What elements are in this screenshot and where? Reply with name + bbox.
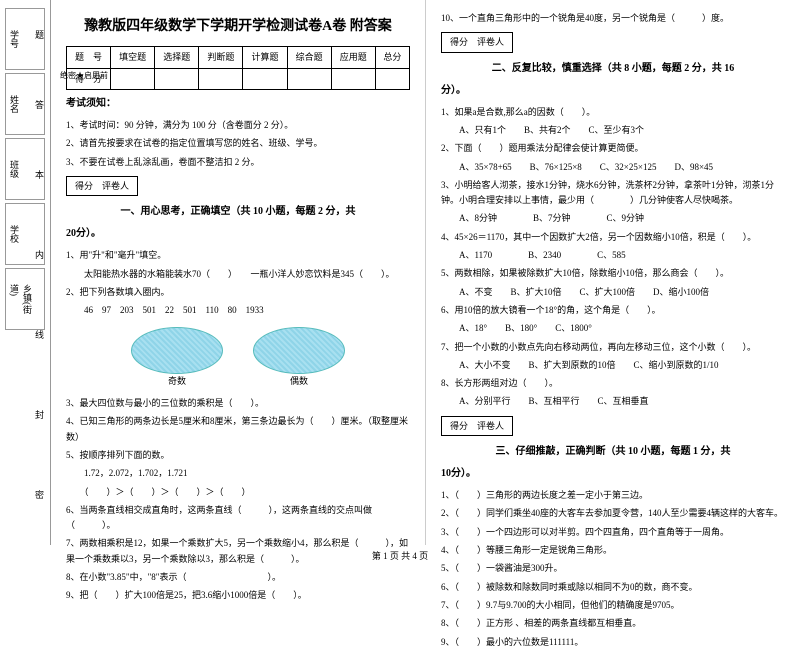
question: 3、小明给客人沏茶，接水1分钟，烧水6分钟，洗茶杯2分钟，拿茶叶1分钟，沏茶1分… [441, 178, 785, 209]
oval-label: 奇数 [131, 374, 223, 388]
th: 综合题 [287, 47, 331, 68]
th: 填空题 [111, 47, 155, 68]
section-1-pts: 20分）。 [66, 226, 410, 242]
question: 4、45×26＝1170，其中一个因数扩大2倍，另一个因数缩小10倍，积是（ ）… [441, 230, 785, 245]
question: 4、已知三角形的两条边长是5厘米和8厘米，第三条边最长为（ ）厘米。（取整厘米数… [66, 414, 410, 445]
section-3-pts: 10分）。 [441, 466, 785, 482]
scorer-box: 得分 评卷人 [441, 32, 513, 52]
question: 2、（ ）同学们乘坐40座的大客车去参加夏令营，140人至少需要4辆这样的大客车… [441, 506, 785, 521]
oval-even [253, 327, 345, 374]
td[interactable] [287, 68, 331, 89]
left-column: 绝密★启用前 豫教版四年级数学下学期开学检测试卷A卷 附答案 题 号 填空题 选… [51, 0, 426, 545]
td[interactable] [199, 68, 243, 89]
th: 题 号 [67, 47, 111, 68]
oval-label: 偶数 [253, 374, 345, 388]
notice-heading: 考试须知： [66, 96, 410, 112]
oval-odd [131, 327, 223, 374]
question: 1、如果a是合数,那么a的因数（ ）。 [441, 105, 785, 120]
section-2-title: 二、反复比较，慎重选择（共 8 小题，每题 2 分，共 16 [441, 61, 785, 77]
field-label: 学号 [8, 30, 21, 48]
question: 6、用10倍的放大镜看一个18°的角，这个角是（ ）。 [441, 303, 785, 318]
seal-text: 封 [33, 410, 46, 419]
question: 9、（ ）最小的六位数是111111。 [441, 635, 785, 650]
scorer-box: 得分 评卷人 [441, 416, 513, 436]
th: 总分 [375, 47, 409, 68]
question: 7、把一个小数的小数点先向右移动两位，再向左移动三位，这个小数（ ）。 [441, 340, 785, 355]
seal-text: 线 [33, 330, 46, 339]
binding-field[interactable]: 学号 [5, 8, 45, 70]
td[interactable] [331, 68, 375, 89]
question: 6、当两条直线相交成直角时，这两条直线（ ），这两条直线的交点叫做（ ）。 [66, 503, 410, 534]
question: 7、（ ）9.7与9.700的大小相同，但他们的精确度是9705。 [441, 598, 785, 613]
seal-text: 密 [33, 490, 46, 499]
options: A、35×78+65 B、76×125×8 C、32×25×125 D、98×4… [441, 160, 785, 175]
question: 5、按顺序排列下面的数。 [66, 448, 410, 463]
field-label: 姓名 [8, 95, 21, 113]
classification: 绝密★启用前 [60, 70, 108, 83]
seal-text: 答 [33, 100, 46, 109]
seal-text: 本 [33, 170, 46, 179]
field-label: 学校 [8, 225, 21, 243]
venn-ovals: 奇数 偶数 [66, 327, 410, 388]
th: 选择题 [155, 47, 199, 68]
section-2-pts: 分）。 [441, 83, 785, 99]
th: 判断题 [199, 47, 243, 68]
question: 10、一个直角三角形中的一个锐角是40度，另一个锐角是（ ）度。 [441, 11, 785, 26]
seal-text: 题 [33, 30, 46, 39]
options: A、分别平行 B、互相平行 C、互相垂直 [441, 394, 785, 409]
td[interactable] [155, 68, 199, 89]
binding-margin: 学号 姓名 班级 学校 乡镇(街道) 题 答 本 内 线 封 密 [0, 0, 51, 545]
question: 1、（ ）三角形的两边长度之差一定小于第三边。 [441, 488, 785, 503]
question: 3、（ ）一个四边形可以对半剪。四个四直角，四个直角等于一周角。 [441, 525, 785, 540]
section-1-title: 一、用心思考，正确填空（共 10 小题，每题 2 分，共 [66, 204, 410, 220]
td[interactable] [375, 68, 409, 89]
question: 3、最大四位数与最小的三位数的乘积是（ ）。 [66, 396, 410, 411]
notice: 1、考试时间：90 分钟，满分为 100 分（含卷面分 2 分）。 [66, 118, 410, 133]
options: A、18° B、180° C、1800° [441, 321, 785, 336]
options: A、只有1个 B、共有2个 C、至少有3个 [441, 123, 785, 138]
binding-field[interactable]: 班级 [5, 138, 45, 200]
notice: 3、不要在试卷上乱涂乱画，卷面不整洁扣 2 分。 [66, 155, 410, 170]
th: 应用题 [331, 47, 375, 68]
question: 2、下面（ ）题用乘法分配律会使计算更简便。 [441, 141, 785, 156]
options: A、1170 B、2340 C、585 [441, 248, 785, 263]
question: 8、（ ）正方形 、相差的两条直线都互相垂直。 [441, 616, 785, 631]
question: 5、两数相除，如果被除数扩大10倍，除数缩小10倍，那么商会（ ）。 [441, 266, 785, 281]
options: A、8分钟 B、7分钟 C、9分钟 [441, 211, 785, 226]
binding-field[interactable]: 乡镇(街道) [5, 268, 45, 330]
question: 1、用"升"和"毫升"填空。 [66, 248, 410, 263]
section-3-title: 三、仔细推敲，正确判断（共 10 小题，每题 1 分，共 [441, 444, 785, 460]
score-table: 题 号 填空题 选择题 判断题 计算题 综合题 应用题 总分 得 分 [66, 46, 410, 90]
page-footer: 第 1 页 共 4 页 [0, 549, 800, 562]
options: A、不变 B、扩大10倍 C、扩大100倍 D、缩小100倍 [441, 285, 785, 300]
question: 8、在小数"3.85"中，"8"表示（ ）。 [66, 570, 410, 585]
question: 8、长方形两组对边（ ）。 [441, 376, 785, 391]
right-column: 10、一个直角三角形中的一个锐角是40度，另一个锐角是（ ）度。 得分 评卷人 … [426, 0, 800, 545]
question: 6、（ ）被除数和除数同时乘或除以相同不为0的数，商不变。 [441, 580, 785, 595]
question: （ ）＞（ ）＞（ ）＞（ ） [66, 485, 410, 500]
question: 46 97 203 501 22 501 110 80 1933 [66, 303, 410, 318]
notice: 2、请首先按要求在试卷的指定位置填写您的姓名、班级、学号。 [66, 136, 410, 151]
th: 计算题 [243, 47, 287, 68]
options: A、大小不变 B、扩大到原数的10倍 C、缩小到原数的1/10 [441, 358, 785, 373]
field-label: 班级 [8, 160, 21, 178]
scorer-box: 得分 评卷人 [66, 176, 138, 196]
td[interactable] [243, 68, 287, 89]
question: 9、把（ ）扩大100倍是25，把3.6缩小1000倍是（ ）。 [66, 588, 410, 603]
question: 5、（ ）一袋酱油是300升。 [441, 561, 785, 576]
question: 1.72，2.072，1.702，1.721 [66, 466, 410, 481]
question: 2、把下列各数填入圈内。 [66, 285, 410, 300]
paper-title: 豫教版四年级数学下学期开学检测试卷A卷 附答案 [66, 16, 410, 38]
td[interactable] [111, 68, 155, 89]
question: 太阳能热水器的水箱能装水70（ ） 一瓶小洋人妙恋饮料是345（ ）。 [66, 267, 410, 282]
seal-text: 内 [33, 250, 46, 259]
field-label: 乡镇(街道) [8, 284, 34, 314]
